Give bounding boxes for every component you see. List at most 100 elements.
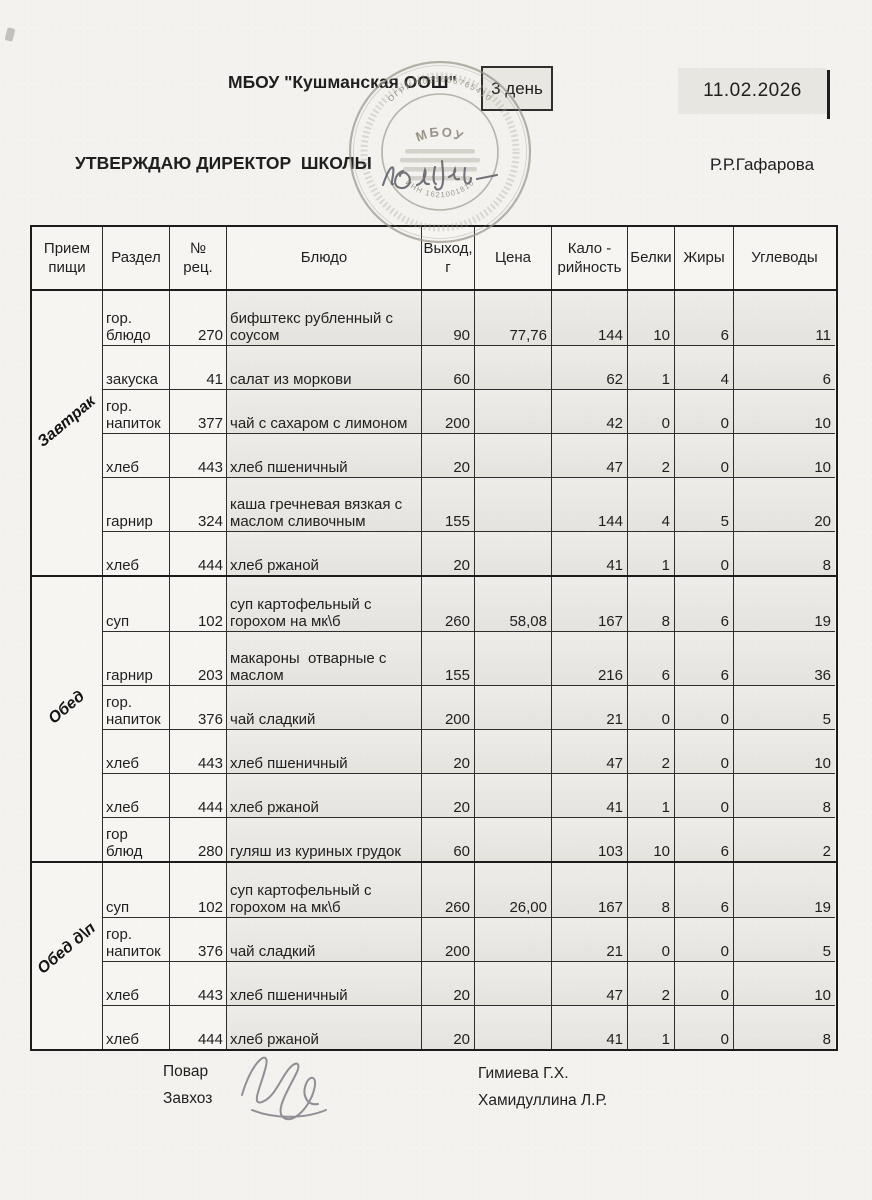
column-header: Прием пищи [32,227,103,289]
cell-rec-text: 203 [197,666,223,684]
cell-protein: 0 [628,389,675,433]
cell-dish: хлеб пшеничный [227,433,422,477]
cell-carbs: 5 [734,917,835,961]
cell-out-text: 90 [453,326,470,344]
cell-carbs: 10 [734,433,835,477]
cell-cal: 103 [552,817,628,861]
cell-razdel: хлеб [103,961,170,1005]
cell-fat-text: 0 [720,1030,729,1048]
cell-out: 20 [422,961,475,1005]
cell-fat-text: 0 [720,556,729,574]
cell-out: 20 [422,773,475,817]
cell-carbs: 20 [734,477,835,531]
cell-fat-text: 0 [720,458,729,476]
cell-protein: 1 [628,531,675,575]
cell-razdel: гор. напиток [103,389,170,433]
cell-carbs: 10 [734,729,835,773]
day-badge-label: 3 день [491,78,543,98]
cell-dish-text: салат из моркови [230,370,352,388]
cell-carbs: 8 [734,531,835,575]
cell-rec: 376 [170,917,227,961]
cell-dish-text: суп картофельный с горохом на мк\б [230,595,376,630]
cell-rec: 443 [170,961,227,1005]
cell-razdel-text: хлеб [106,458,140,476]
cell-price [475,389,552,433]
cell-price-text [544,573,551,575]
cell-fat-text: 5 [720,512,729,530]
date-value: 11.02.2026 [678,68,827,114]
cell-razdel: хлеб [103,531,170,575]
cell-razdel-text: гарнир [106,666,153,684]
cell-razdel: хлеб [103,773,170,817]
cell-out: 260 [422,863,475,917]
cell-carbs-text: 19 [814,612,831,630]
cell-dish-text: макароны отварные с маслом [230,649,391,684]
cell-protein-text: 6 [661,666,670,684]
director-name: Р.Р.Гафарова [710,155,815,174]
cell-dish-text: каша гречневая вязкая с маслом сливочным [230,495,407,530]
cell-out-text: 20 [453,458,470,476]
cell-protein: 0 [628,685,675,729]
cell-carbs-text: 5 [822,710,831,728]
cell-fat: 0 [675,773,734,817]
cell-cal-text: 21 [606,942,623,960]
cell-razdel: суп [103,577,170,631]
cell-razdel: гор. блюдо [103,291,170,345]
cell-protein-text: 1 [661,370,670,388]
cell-dish: салат из моркови [227,345,422,389]
cell-dish: суп картофельный с горохом на мк\б [227,863,422,917]
cell-rec-text: 443 [197,754,223,772]
cell-dish: хлеб ржаной [227,531,422,575]
cell-fat-text: 0 [720,414,729,432]
cell-carbs-text: 10 [814,458,831,476]
cell-cal: 167 [552,863,628,917]
cell-rec-text: 377 [197,414,223,432]
cell-rec-text: 280 [197,842,223,860]
cell-out: 20 [422,433,475,477]
cell-carbs-text: 8 [822,1030,831,1048]
menu-table: Прием пищи Раздел № рец. Блюдо Выход, г … [30,225,838,1051]
table-body: Завтрак гор. блюдо 270 бифштекс рубленный с… [32,291,836,1049]
cell-fat: 0 [675,729,734,773]
cell-protein: 4 [628,477,675,531]
cell-fat-text: 6 [720,612,729,630]
cell-razdel-text: гор блюд [106,825,143,860]
cell-cal: 167 [552,577,628,631]
cell-out-text: 20 [453,798,470,816]
cell-cal-text: 144 [597,326,623,344]
cell-protein: 2 [628,961,675,1005]
column-header: Белки [628,227,675,289]
cell-fat: 4 [675,345,734,389]
cell-razdel-text: хлеб [106,986,140,1004]
cell-razdel: гор. напиток [103,685,170,729]
cell-carbs-text: 20 [814,512,831,530]
cell-out: 200 [422,917,475,961]
cell-carbs: 10 [734,961,835,1005]
cell-dish-text: хлеб пшеничный [230,754,348,772]
cell-carbs-text: 8 [822,556,831,574]
cell-cal-text: 103 [597,842,623,860]
cell-carbs: 19 [734,863,835,917]
cell-carbs: 19 [734,577,835,631]
cell-cal-text: 47 [606,458,623,476]
cell-out-text: 20 [453,556,470,574]
meal-label: Обед [45,687,88,728]
cell-dish: бифштекс рубленный с соусом [227,291,422,345]
cell-carbs: 6 [734,345,835,389]
cell-rec: 41 [170,345,227,389]
cell-rec: 270 [170,291,227,345]
steward-name: Хамидуллина Л.Р. [478,1092,608,1109]
cell-cal-text: 62 [606,370,623,388]
footer-names: Гимиева Г.Х. Хамидуллина Л.Р. [478,1060,607,1114]
cell-carbs: 11 [734,291,835,345]
cell-carbs: 36 [734,631,835,685]
cell-dish: суп картофельный с горохом на мк\б [227,577,422,631]
stamp-blurred-lines [400,149,480,181]
cell-protein-text: 8 [661,898,670,916]
cell-protein: 2 [628,433,675,477]
cell-out: 155 [422,631,475,685]
cell-protein-text: 10 [653,326,670,344]
cell-rec: 444 [170,1005,227,1049]
cell-razdel-text: гор. напиток [106,925,161,960]
cell-razdel: хлеб [103,729,170,773]
